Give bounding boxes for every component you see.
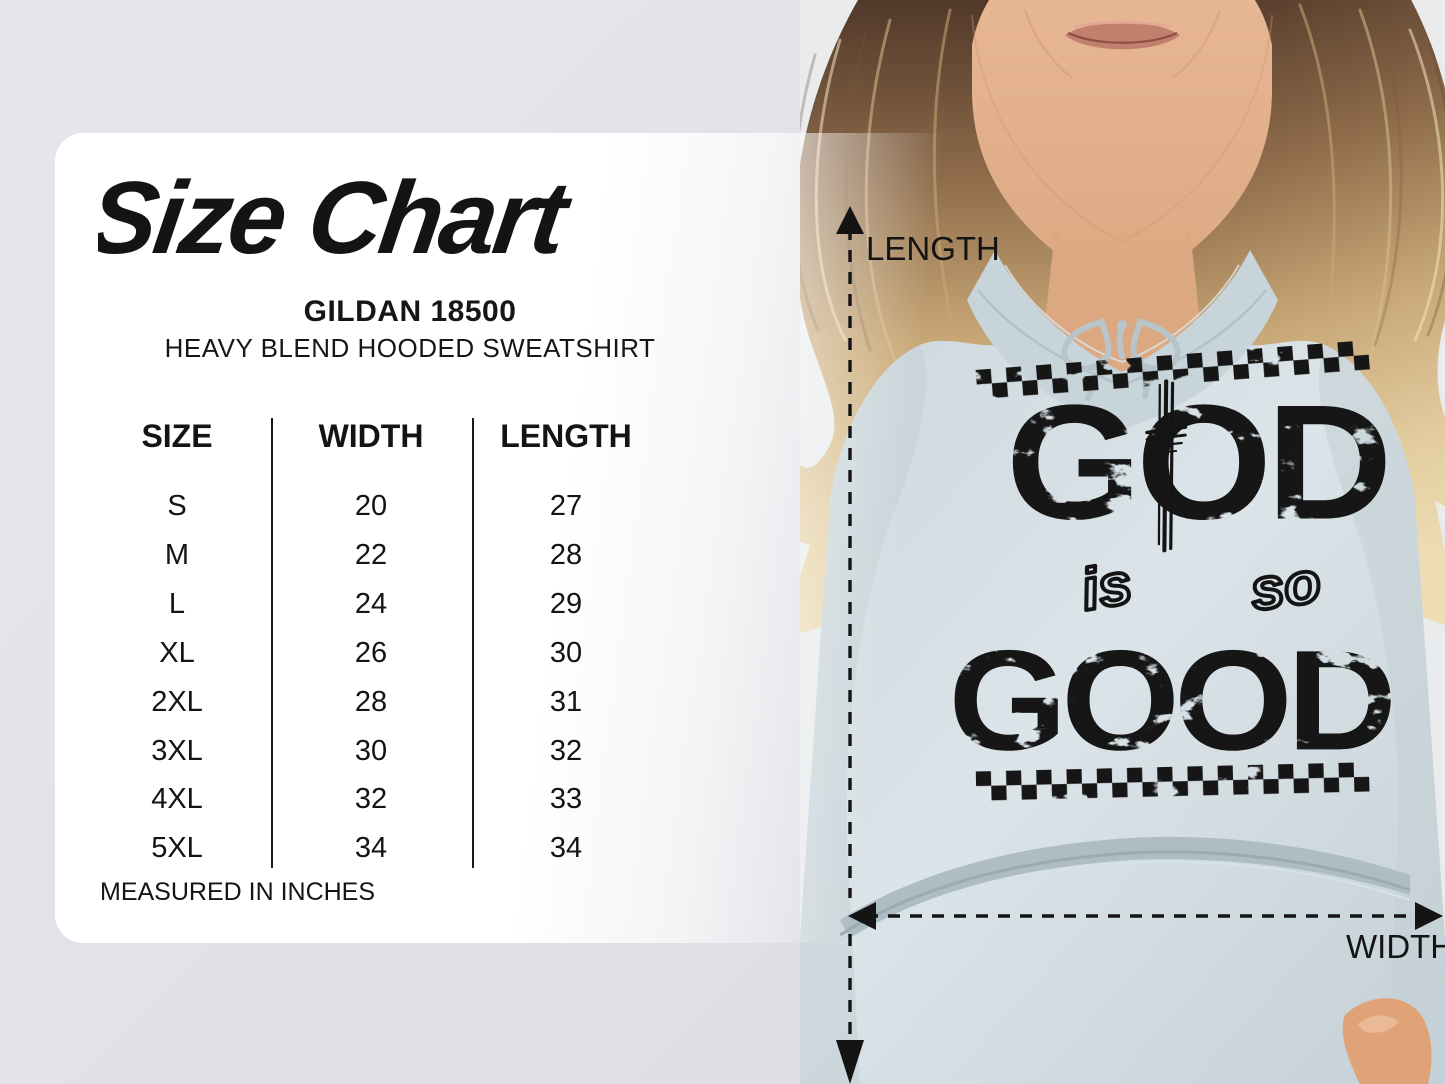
svg-text:so: so — [1246, 549, 1325, 623]
